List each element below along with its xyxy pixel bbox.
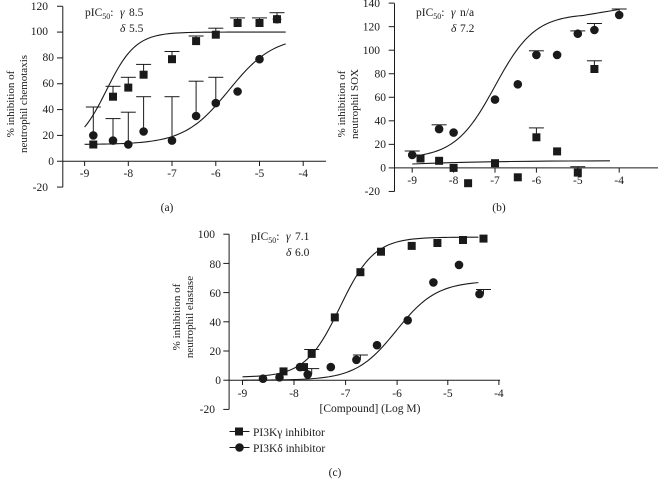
svg-text:[Compound] (Log M): [Compound] (Log M) bbox=[320, 403, 421, 415]
svg-text:20: 20 bbox=[43, 130, 55, 142]
svg-text:140: 140 bbox=[363, 0, 381, 10]
svg-text:PI3Kδ inhibitor: PI3Kδ inhibitor bbox=[253, 443, 325, 455]
svg-text:-9: -9 bbox=[407, 175, 417, 187]
svg-text:0: 0 bbox=[380, 163, 386, 175]
svg-text:40: 40 bbox=[43, 104, 55, 116]
svg-text:-5: -5 bbox=[255, 168, 265, 180]
svg-text:8.5: 8.5 bbox=[129, 7, 144, 19]
svg-text:δ: δ bbox=[120, 23, 126, 35]
svg-text:-7: -7 bbox=[490, 175, 500, 187]
svg-text:-5: -5 bbox=[443, 388, 453, 400]
svg-text:120: 120 bbox=[363, 22, 381, 34]
svg-text:(a): (a) bbox=[161, 202, 174, 214]
svg-text:-7: -7 bbox=[167, 168, 177, 180]
svg-text:20: 20 bbox=[210, 346, 222, 358]
svg-text:80: 80 bbox=[375, 69, 387, 81]
svg-text:γ: γ bbox=[120, 7, 125, 19]
svg-text:0: 0 bbox=[215, 375, 221, 387]
svg-text:100: 100 bbox=[31, 26, 49, 38]
svg-text:-20: -20 bbox=[33, 182, 49, 194]
svg-text:60: 60 bbox=[375, 92, 387, 104]
svg-text:(b): (b) bbox=[492, 202, 506, 214]
svg-text:-8: -8 bbox=[449, 175, 459, 187]
svg-text:5.5: 5.5 bbox=[129, 23, 144, 35]
svg-text:7.2: 7.2 bbox=[460, 23, 475, 35]
svg-text:% inhibition of: % inhibition of bbox=[336, 70, 348, 137]
svg-text:100: 100 bbox=[363, 45, 381, 57]
svg-text:PI3Kγ inhibitor: PI3Kγ inhibitor bbox=[253, 427, 325, 439]
svg-text:-4: -4 bbox=[298, 168, 308, 180]
svg-text:% inhibition of: % inhibition of bbox=[5, 70, 17, 137]
svg-text:(c): (c) bbox=[329, 467, 342, 479]
svg-text:-5: -5 bbox=[573, 175, 583, 187]
svg-text:7.1: 7.1 bbox=[295, 231, 310, 243]
svg-text:-9: -9 bbox=[238, 388, 248, 400]
svg-text:60: 60 bbox=[210, 288, 222, 300]
svg-text:-20: -20 bbox=[200, 404, 216, 416]
svg-text:δ: δ bbox=[286, 247, 292, 259]
svg-text:-7: -7 bbox=[341, 388, 351, 400]
svg-text:-6: -6 bbox=[392, 388, 402, 400]
svg-text:% inhibition of: % inhibition of bbox=[171, 283, 183, 350]
svg-text:-4: -4 bbox=[614, 175, 624, 187]
svg-text:-6: -6 bbox=[211, 168, 221, 180]
svg-text:0: 0 bbox=[48, 156, 54, 168]
svg-text:100: 100 bbox=[198, 229, 216, 241]
svg-text:20: 20 bbox=[375, 139, 387, 151]
svg-text:-8: -8 bbox=[289, 388, 299, 400]
svg-text:120: 120 bbox=[31, 1, 49, 13]
svg-text:6.0: 6.0 bbox=[295, 247, 310, 259]
svg-text:-6: -6 bbox=[532, 175, 542, 187]
svg-text:γ: γ bbox=[286, 231, 291, 243]
svg-text:γ: γ bbox=[451, 7, 456, 19]
svg-text:δ: δ bbox=[451, 23, 457, 35]
svg-text:neutrophil SOX: neutrophil SOX bbox=[349, 69, 361, 139]
svg-text:-20: -20 bbox=[365, 186, 381, 198]
svg-text:-4: -4 bbox=[494, 388, 504, 400]
svg-text:40: 40 bbox=[375, 116, 387, 128]
svg-text:neutrophil elastase: neutrophil elastase bbox=[184, 276, 196, 358]
svg-text:60: 60 bbox=[43, 78, 55, 90]
svg-text:80: 80 bbox=[210, 259, 222, 271]
svg-text:-8: -8 bbox=[124, 168, 134, 180]
svg-text:-9: -9 bbox=[80, 168, 90, 180]
svg-text:neutrophil chemotaxis: neutrophil chemotaxis bbox=[18, 55, 30, 153]
svg-text:80: 80 bbox=[43, 52, 55, 64]
svg-text:n/a: n/a bbox=[460, 7, 474, 19]
svg-text:40: 40 bbox=[210, 317, 222, 329]
